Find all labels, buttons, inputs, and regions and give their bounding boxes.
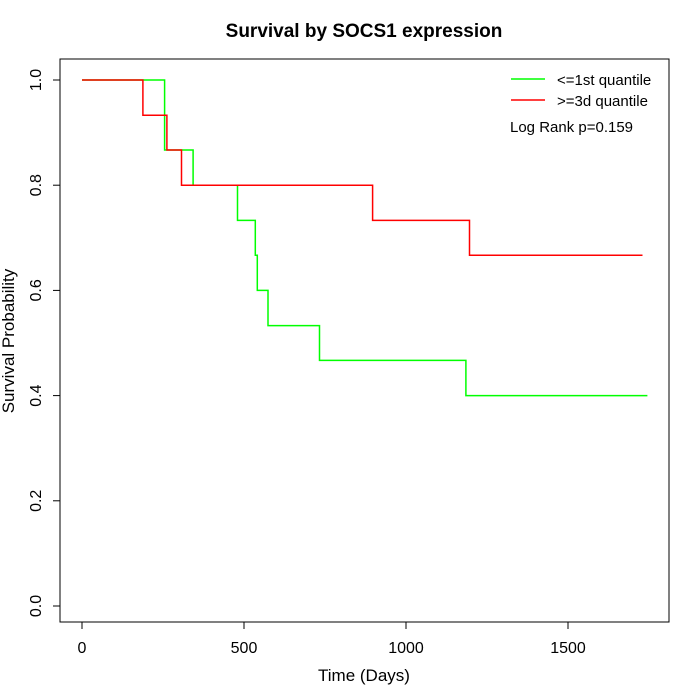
x-axis: 0 500 1000 1500: [78, 621, 586, 657]
series-line-1: [82, 79, 643, 256]
x-axis-label: Time (Days): [318, 666, 410, 685]
x-tick-label: 500: [231, 640, 258, 657]
x-tick-label: 1000: [388, 640, 424, 657]
legend: <=1st quantile >=3d quantile: [511, 72, 651, 110]
chart-title: Survival by SOCS1 expression: [226, 21, 503, 42]
y-tick-label: 1.0: [28, 69, 45, 91]
y-tick-label: 0.4: [28, 384, 45, 406]
y-tick-label: 0.2: [28, 490, 45, 512]
series-line-0: [82, 79, 648, 397]
log-rank-annotation: Log Rank p=0.159: [510, 119, 633, 136]
y-axis-label: Survival Probability: [0, 268, 18, 413]
series-group: [82, 79, 648, 397]
plot-frame: [59, 58, 670, 623]
y-tick-label: 0.0: [28, 595, 45, 617]
legend-label-low: <=1st quantile: [557, 72, 651, 89]
y-axis: 0.0 0.2 0.4 0.6 0.8 1.0: [28, 69, 61, 617]
x-tick-label: 0: [78, 640, 87, 657]
legend-label-high: >=3d quantile: [557, 93, 648, 110]
y-tick-label: 0.6: [28, 279, 45, 301]
x-tick-label: 1500: [550, 640, 586, 657]
y-tick-label: 0.8: [28, 174, 45, 196]
